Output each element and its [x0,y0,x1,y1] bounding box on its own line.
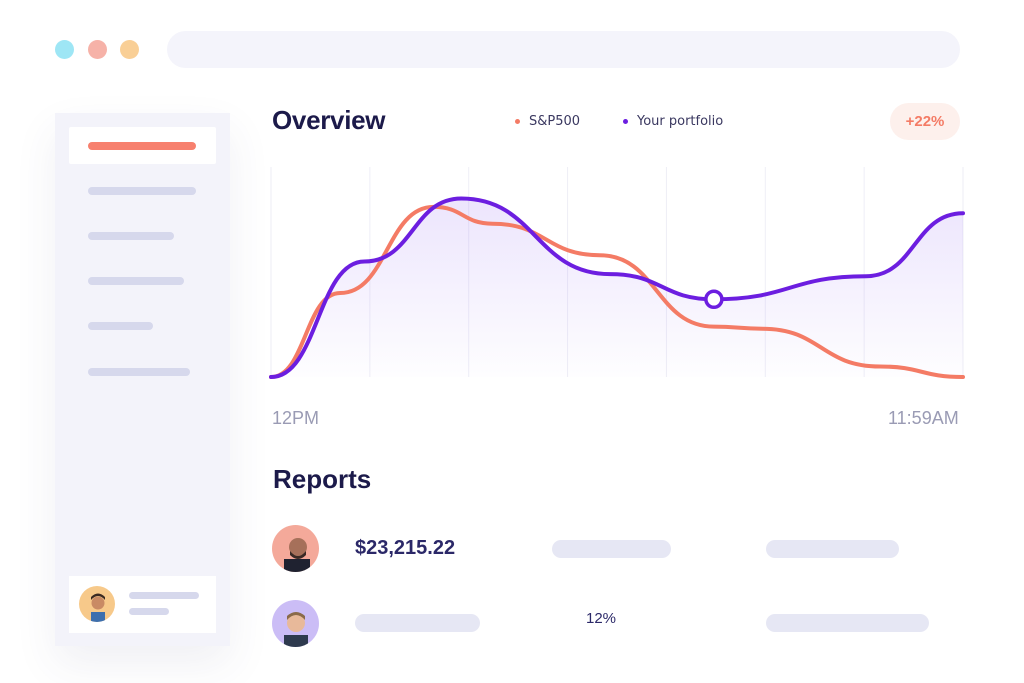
report-row-1-pill-1 [552,540,671,558]
legend-sp500-label: S&P500 [529,114,581,129]
sidebar-item-2[interactable] [88,187,196,195]
overview-title: Overview [272,105,386,135]
x-tick-start: 12PM [272,408,320,428]
portfolio-highlight-point[interactable] [704,289,724,310]
legend-portfolio[interactable]: Your portfolio [623,114,723,129]
report-row-2-pill-2 [766,614,929,632]
report-row-2-pill-1 [355,614,480,632]
portfolio-line [269,196,965,379]
legend-portfolio-label: Your portfolio [637,114,724,129]
address-bar[interactable] [167,31,960,68]
user-role-placeholder [129,608,169,615]
overview-chart [269,167,965,379]
window-minimize-dot[interactable] [88,40,107,59]
x-tick-end: 11:59AM [888,408,959,428]
sidebar [55,113,230,646]
window-maximize-dot[interactable] [120,40,139,59]
report-row-1-amount: $23,215.22 [355,537,456,559]
sidebar-user-card[interactable] [69,576,216,633]
reports-title: Reports [273,464,372,494]
user-name-placeholder [129,592,199,599]
sidebar-item-active-bar [88,142,196,150]
report-row-2-avatar[interactable] [272,600,319,647]
report-row-2-percent: 12% [586,610,617,627]
report-row-1-avatar[interactable] [272,525,319,572]
sidebar-item-5[interactable] [88,322,153,330]
sidebar-item-3[interactable] [88,232,174,240]
user-avatar[interactable] [79,586,115,622]
sidebar-item-active[interactable] [69,127,216,164]
report-row-1-pill-2 [766,540,899,558]
sidebar-item-4[interactable] [88,277,184,285]
legend-sp500[interactable]: S&P500 [515,114,580,129]
legend-sp500-dot [515,119,520,124]
window-close-dot[interactable] [55,40,74,59]
sp500-line [269,204,965,379]
legend-portfolio-dot [623,119,628,124]
sidebar-item-6[interactable] [88,368,190,376]
portfolio-area [271,198,963,377]
change-badge: +22% [890,103,960,140]
